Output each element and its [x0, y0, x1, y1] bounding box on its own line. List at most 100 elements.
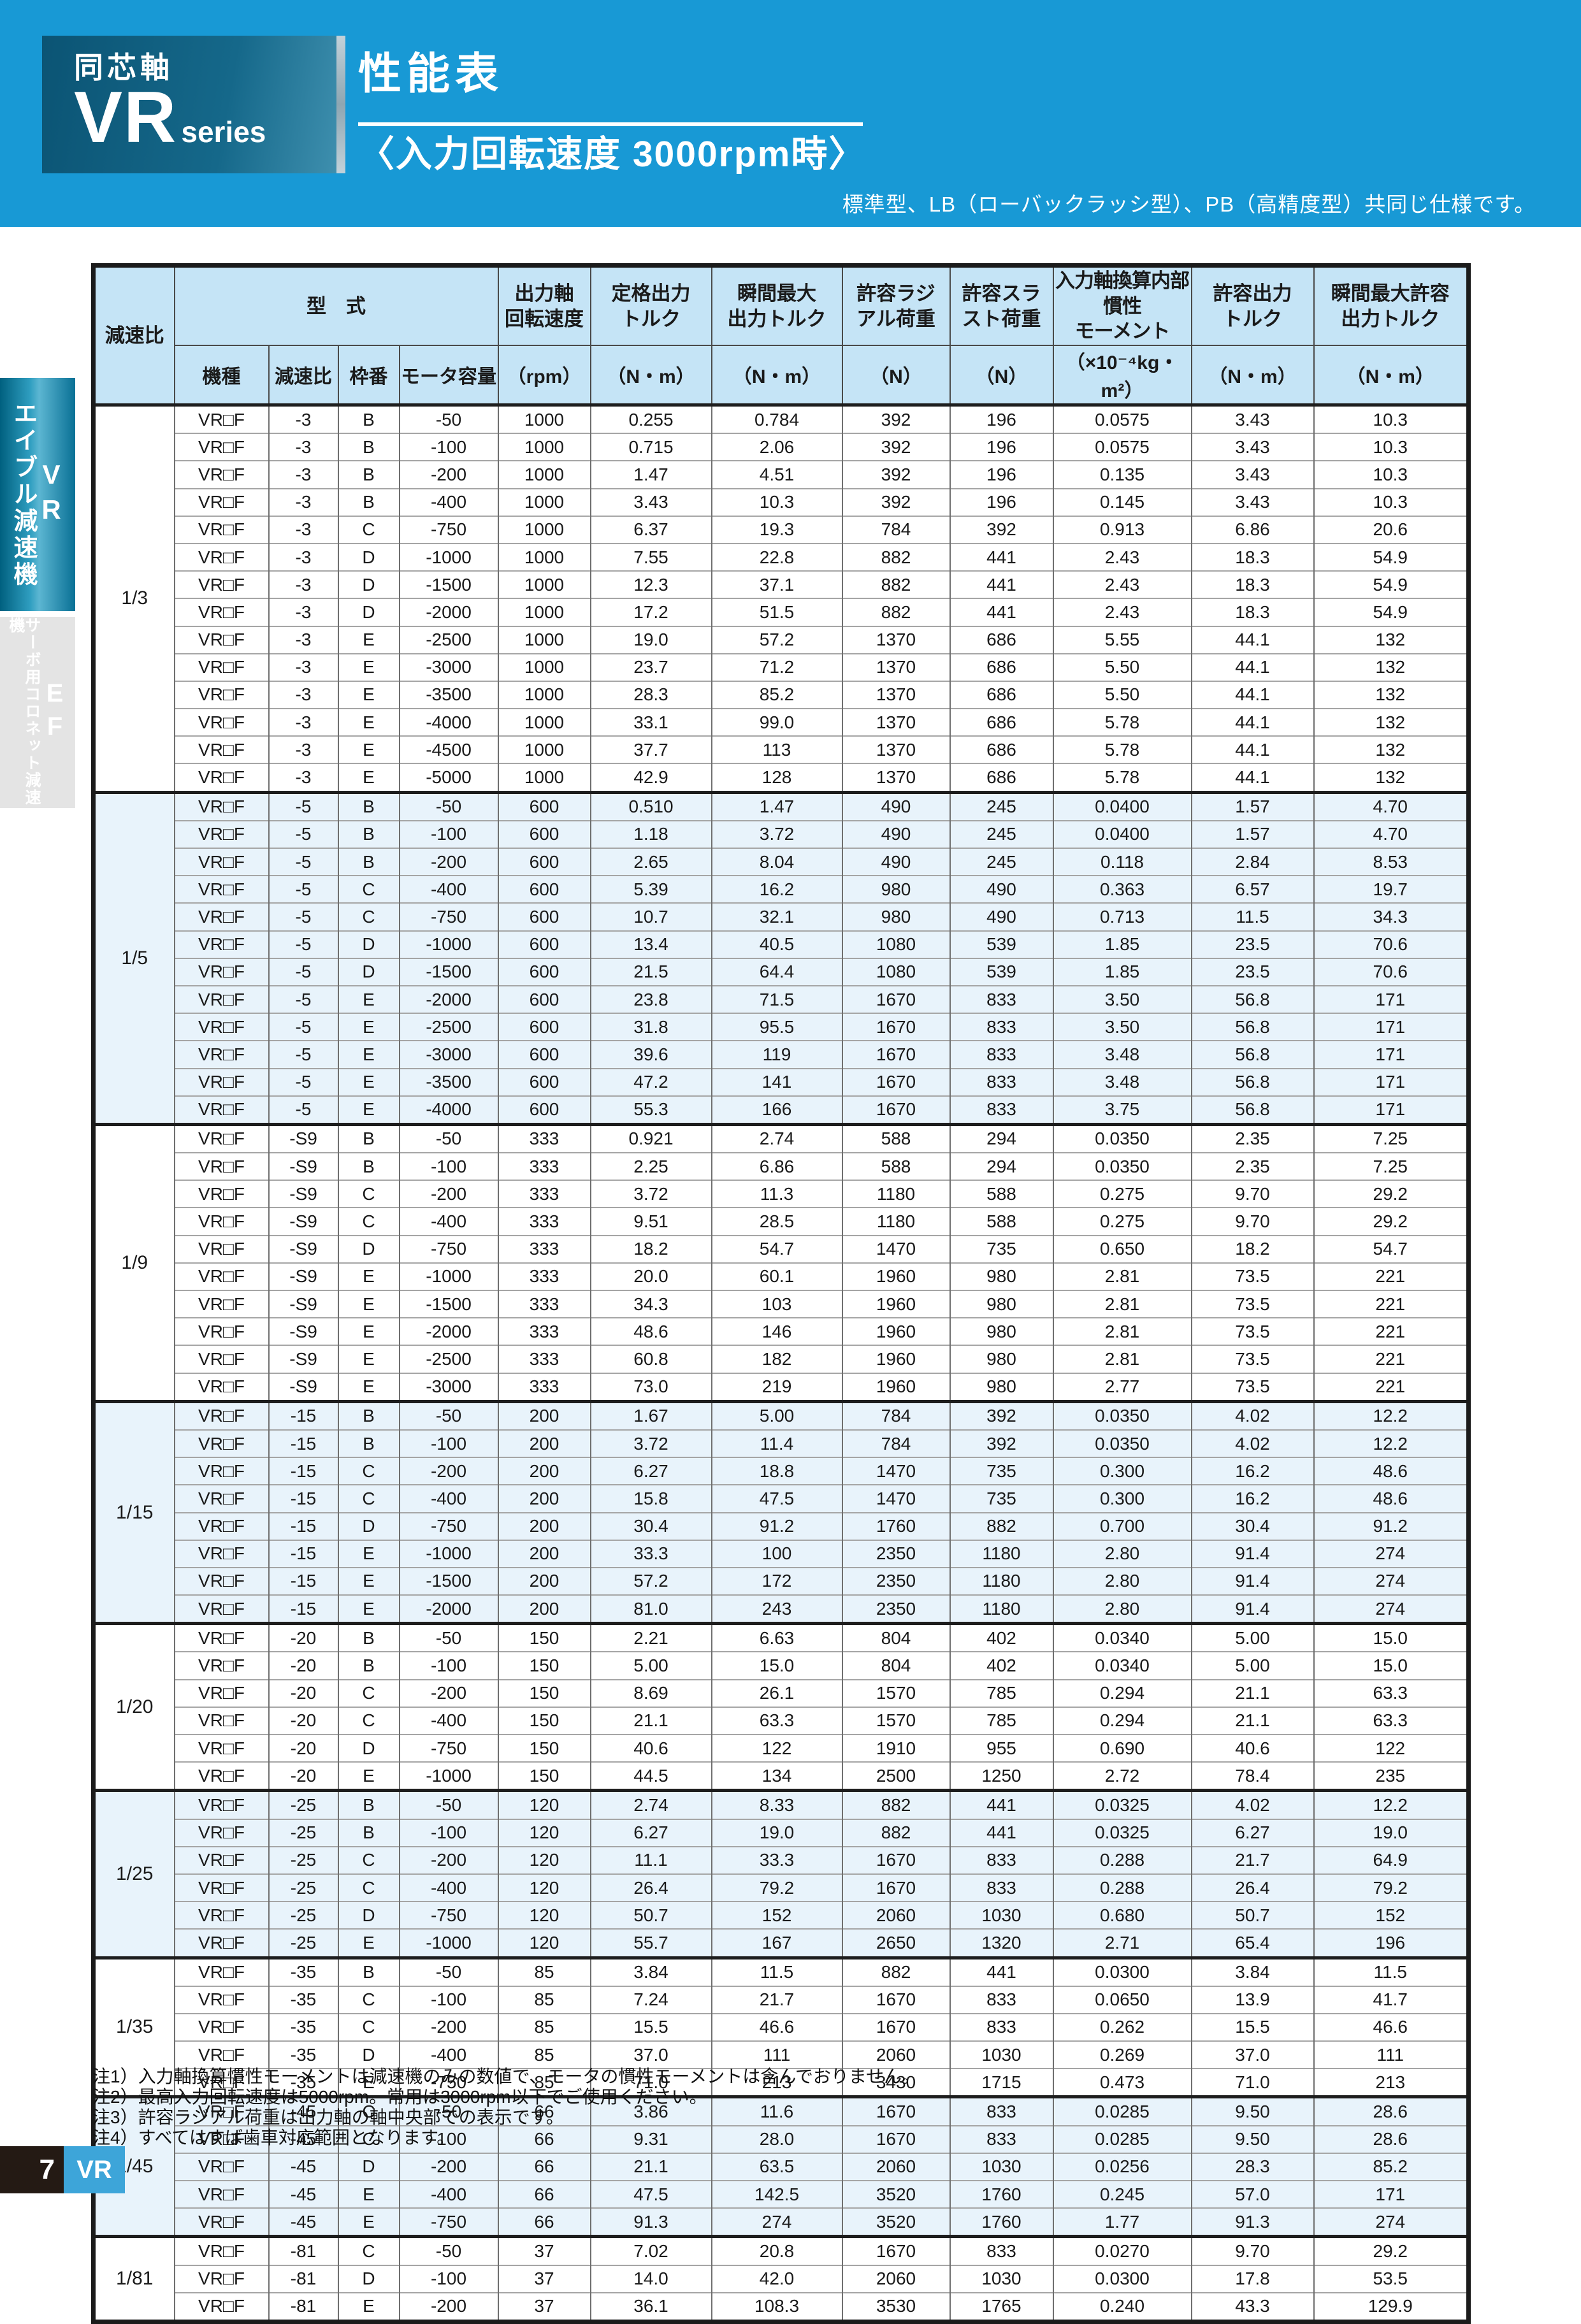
table-cell: VR□F [173, 2264, 269, 2293]
table-cell: VR□F [173, 1512, 269, 1540]
table-cell: -45 [268, 2207, 338, 2237]
table-cell: 56.8 [1190, 985, 1314, 1014]
table-cell: 85 [497, 1985, 591, 2014]
table-cell: 1370 [841, 735, 950, 764]
table-cell: 392 [949, 515, 1053, 544]
table-cell: 274 [1313, 2207, 1469, 2237]
table-cell: 56.8 [1190, 1095, 1314, 1125]
table-cell: 85 [497, 1956, 591, 1986]
table-cell: 10.3 [1313, 433, 1469, 461]
table-cell: C [337, 1706, 400, 1735]
page-number: 7 [0, 2146, 64, 2193]
table-cell: 0.0270 [1052, 2235, 1192, 2265]
table-cell: 0.135 [1052, 460, 1192, 489]
table-cell: VR□F [173, 2207, 269, 2237]
table-cell: 19.0 [711, 1818, 842, 1847]
table-row: 1/35 VR□F -35 B -50 85 3.84 11.5 882 441 0.0300 3.8… [93, 1956, 1469, 2097]
table-cell: 490 [949, 902, 1053, 931]
performance-table: 減速比 型 式 出力軸 回転速度 定格出力 トルク 瞬間最大 出力トルク 許容ラ… [91, 263, 1471, 2324]
table-cell: 3.86 [589, 2095, 712, 2126]
table-cell: 39.6 [589, 1040, 712, 1069]
table-cell: 33.3 [589, 1539, 712, 1568]
table-cell: E [337, 680, 400, 709]
table-row: VR□F -25 B -100 120 6.27 19.0 882 441 0.0325 6.27 1… [94, 1818, 1469, 1847]
table-cell: 21.1 [1190, 1678, 1314, 1707]
table-cell: 2.81 [1052, 1317, 1192, 1346]
table-cell: 3520 [841, 2207, 950, 2237]
table-cell: VR□F [173, 1901, 269, 1930]
table-cell: 2.84 [1190, 848, 1314, 876]
table-cell: E [337, 2180, 400, 2209]
table-cell: 100 [711, 1539, 842, 1568]
table-cell: -25 [268, 1873, 338, 1902]
table-cell: 6.27 [589, 1457, 712, 1485]
table-cell: 132 [1313, 680, 1469, 709]
table-row: VR□F -5 C -750 600 10.7 32.1 980 490 0.713 11.5 34.… [94, 902, 1469, 931]
table-cell: -50 [398, 1956, 498, 1986]
table-cell: 79.2 [1313, 1873, 1469, 1902]
table-cell: -4500 [398, 735, 498, 764]
table-cell: 196 [949, 487, 1053, 516]
table-cell: -2500 [398, 1345, 498, 1373]
table-cell: 0.0400 [1052, 819, 1192, 849]
table-row: VR□F -15 E -2000 200 81.0 243 2350 1180 2.80 91.4 2… [94, 1594, 1469, 1624]
sidebar-tab-able-reducer: エイブル減速機 VR [0, 378, 75, 611]
table-cell: D [337, 542, 400, 572]
table-cell: E [337, 2207, 400, 2237]
table-cell: VR□F [173, 1651, 269, 1680]
table-cell: 47.5 [589, 2180, 712, 2209]
table-cell: 120 [497, 1818, 591, 1847]
table-cell: -81 [268, 2264, 338, 2293]
table-cell: D [337, 1901, 400, 1930]
table-cell: -1000 [398, 1262, 498, 1291]
table-cell: 7.02 [589, 2235, 712, 2265]
table-cell: 588 [841, 1152, 950, 1181]
reduction-ratio-cell: 1/5 [93, 790, 175, 1125]
unit-thrust-load: （N） [949, 345, 1053, 405]
table-cell: 588 [841, 1122, 950, 1153]
table-cell: VR□F [173, 1928, 269, 1958]
table-cell: 0.0285 [1052, 2095, 1192, 2126]
table-cell: -50 [398, 2235, 498, 2265]
table-cell: 833 [949, 1013, 1053, 1041]
table-cell: E [337, 1317, 400, 1346]
table-cell: 53.5 [1313, 2264, 1469, 2293]
table-cell: VR□F [173, 1845, 269, 1874]
table-cell: 172 [711, 1566, 842, 1596]
table-cell: 113 [711, 735, 842, 764]
table-cell: -5 [268, 902, 338, 931]
table-row: VR□F -S9 E -1500 333 34.3 103 1960 980 2.81 73.5 22… [94, 1290, 1469, 1318]
table-cell: 4.02 [1190, 1399, 1314, 1430]
table-cell: 150 [497, 1622, 591, 1652]
table-cell: 120 [497, 1845, 591, 1874]
table-cell: -400 [398, 1706, 498, 1735]
table-cell: VR□F [173, 1262, 269, 1291]
table-cell: -400 [398, 1484, 498, 1513]
table-cell: 1000 [497, 763, 591, 793]
table-cell: 333 [497, 1180, 591, 1208]
table-cell: 66 [497, 2095, 591, 2126]
table-cell: 1670 [841, 1985, 950, 2014]
table-cell: -45 [268, 2125, 338, 2153]
table-cell: 392 [841, 403, 950, 434]
table-cell: 6.63 [711, 1622, 842, 1652]
page-section-tab: VR [64, 2146, 125, 2193]
table-cell: 0.0300 [1052, 2264, 1192, 2293]
table-cell: -1000 [398, 1761, 498, 1791]
table-cell: C [337, 2012, 400, 2042]
table-cell: 0.363 [1052, 875, 1192, 904]
table-cell: 8.69 [589, 1678, 712, 1707]
table-row: VR□F -3 D -2000 1000 17.2 51.5 882 441 2.43 18.3 54… [94, 598, 1469, 626]
table-cell: -50 [398, 1122, 498, 1153]
table-cell: VR□F [173, 2152, 269, 2181]
table-cell: 0.300 [1052, 1484, 1192, 1513]
table-cell: 134 [711, 1761, 842, 1791]
table-cell: 600 [497, 930, 591, 958]
table-cell: -20 [268, 1678, 338, 1707]
table-cell: 17.2 [589, 598, 712, 626]
table-cell: -1000 [398, 542, 498, 572]
table-cell: 1000 [497, 570, 591, 599]
table-cell: 5.50 [1052, 680, 1192, 709]
table-cell: 1000 [497, 433, 591, 461]
table-cell: 196 [1313, 1928, 1469, 1958]
